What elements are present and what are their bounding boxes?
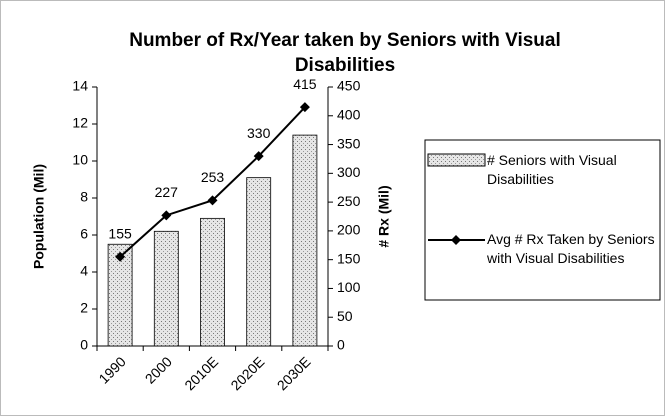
y2-tick-label: 100 [337, 279, 361, 295]
legend-marker [451, 235, 461, 245]
y2-tick-label: 150 [337, 250, 361, 266]
marker [299, 102, 310, 113]
y2-axis-title: # Rx (Mil) [376, 185, 392, 247]
y-tick-label: 6 [80, 226, 88, 242]
y2-tick-label: 250 [337, 193, 361, 209]
y-tick-label: 2 [80, 300, 88, 316]
marker [253, 151, 264, 162]
chart-title: Number of Rx/Year taken by Seniors with … [129, 30, 561, 76]
marker [161, 210, 172, 221]
data-label: 155 [108, 225, 132, 241]
y2-tick-label: 50 [337, 308, 353, 324]
legend-label: # Seniors with Visual Disabilities [487, 152, 617, 187]
y2-tick-label: 350 [337, 135, 361, 151]
y-tick-label: 0 [80, 337, 88, 353]
bar [153, 230, 179, 347]
y-tick-label: 8 [80, 189, 88, 205]
data-label: 227 [155, 184, 179, 200]
x-tick-label: 1990 [95, 353, 128, 386]
marker [207, 195, 218, 206]
x-tick-label: 2020E [227, 353, 267, 393]
y2-tick-label: 400 [337, 106, 361, 122]
data-label: 415 [293, 76, 317, 92]
legend-swatch [427, 153, 486, 167]
x-tick-label: 2000 [142, 353, 175, 386]
y-tick-label: 10 [72, 152, 88, 168]
y-axis-title: Population (Mil) [31, 164, 47, 269]
y-tick-label: 12 [72, 115, 88, 131]
data-label: 330 [247, 125, 271, 141]
y2-tick-label: 450 [337, 78, 361, 94]
bar [200, 217, 225, 347]
y-tick-label: 14 [72, 78, 88, 94]
x-tick-label: 2030E [274, 353, 314, 393]
x-tick-label: 2010E [181, 353, 221, 393]
bar [246, 177, 272, 347]
data-label: 253 [201, 169, 225, 185]
y2-tick-label: 200 [337, 222, 361, 238]
y-tick-label: 4 [80, 263, 88, 279]
bar [292, 134, 318, 347]
marker [115, 251, 126, 262]
legend-box [424, 139, 661, 301]
legend-label: Avg # Rx Taken by Seniors with Visual Di… [487, 231, 655, 266]
y2-tick-label: 300 [337, 164, 361, 180]
y2-tick-label: 0 [337, 337, 345, 353]
